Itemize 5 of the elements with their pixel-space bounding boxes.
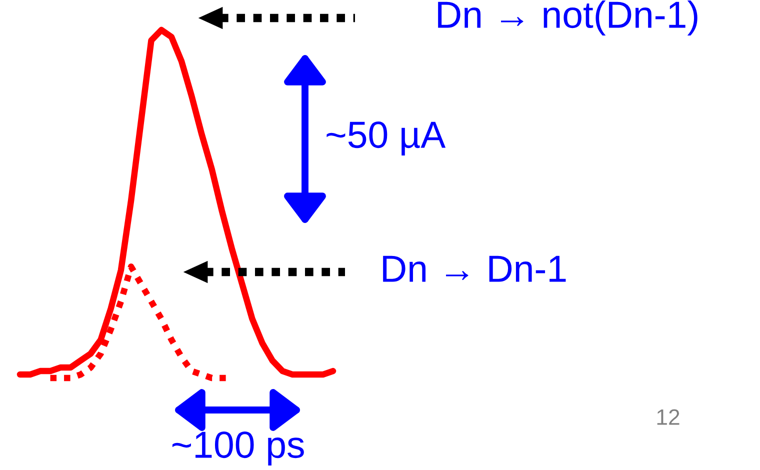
text: Dn → Dn-1 — [383, 256, 566, 282]
text: Dn → not(Dn-1) — [438, 0, 698, 36]
text: 12 — [657, 409, 680, 425]
annotation: ~50 µA — [326, 122, 446, 156]
text: ~100 ps — [172, 432, 304, 466]
